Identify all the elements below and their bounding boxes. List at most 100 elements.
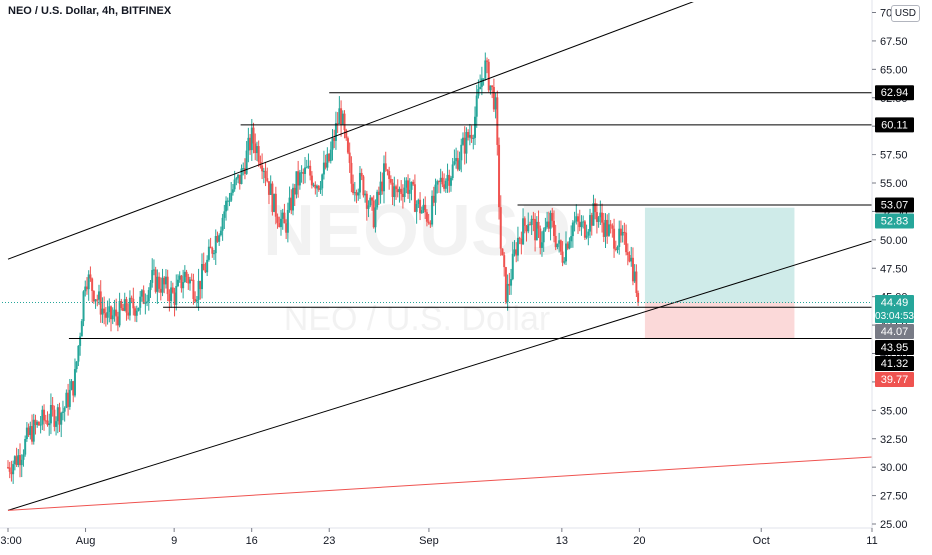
candle-body: [415, 203, 418, 212]
candle-body: [461, 137, 464, 145]
candle-body: [334, 123, 337, 141]
candle-body: [295, 171, 298, 195]
candle-body: [486, 60, 489, 62]
candle-body: [589, 215, 592, 232]
candle-body: [410, 181, 413, 190]
candle-body: [99, 291, 102, 315]
candle-body: [475, 95, 478, 117]
candle-body: [546, 221, 549, 228]
time-tick-label: 20: [633, 535, 645, 547]
candle-body: [223, 211, 226, 218]
price-label-box: [875, 117, 914, 133]
candle-body: [128, 297, 131, 316]
candle-body: [360, 172, 363, 177]
candle-body: [400, 188, 403, 194]
candle-body: [199, 280, 202, 290]
candle-body: [314, 184, 317, 189]
candle-body: [39, 424, 42, 426]
candle-body: [151, 270, 154, 283]
candle-body: [293, 187, 296, 195]
candle-body: [77, 345, 80, 362]
candle-body: [43, 409, 46, 421]
candle-body: [56, 407, 59, 422]
candle-body: [499, 207, 502, 249]
candle-body: [104, 313, 107, 318]
candle-body: [123, 299, 126, 311]
currency-button[interactable]: USD: [890, 5, 920, 22]
price-label-text: 41.32: [881, 358, 909, 370]
candle-body: [556, 243, 559, 248]
candle-body: [13, 456, 16, 465]
candle-body: [599, 212, 602, 218]
candle-body: [116, 316, 119, 326]
candle-body: [61, 411, 64, 413]
candle-body: [468, 134, 471, 138]
candle-body: [180, 275, 183, 289]
candle-body: [53, 409, 56, 427]
candle-body: [7, 467, 9, 469]
trendline-upper-channel: [7, 2, 694, 260]
candle-body: [333, 137, 336, 141]
candle-body: [580, 222, 583, 228]
candle-body: [331, 137, 334, 150]
candle-body: [202, 263, 205, 271]
candle-body: [113, 309, 116, 316]
candle-body: [37, 422, 40, 426]
candle-body: [175, 285, 178, 305]
candle-body: [566, 243, 569, 249]
candle-body: [233, 179, 236, 190]
candle-body: [398, 188, 401, 193]
candle-body: [561, 251, 564, 263]
candle-body: [542, 230, 545, 243]
candle-body: [628, 255, 631, 262]
price-tick-label: 70: [880, 8, 892, 20]
candle-body: [619, 228, 622, 236]
candle-body: [575, 216, 578, 222]
candle-body: [312, 184, 315, 186]
trendline-lower-channel: [7, 240, 872, 511]
candle-body: [391, 182, 394, 197]
candle-body: [604, 219, 607, 237]
candle-body: [474, 116, 477, 138]
candle-body: [326, 153, 329, 168]
candle-body: [595, 212, 598, 222]
candle-body: [633, 271, 636, 282]
candle-body: [91, 278, 94, 291]
candle-body: [96, 299, 99, 301]
candle-body: [319, 188, 322, 190]
candle-body: [597, 217, 600, 222]
candle-body: [118, 301, 121, 326]
candle-body: [49, 405, 52, 424]
candle-body: [46, 420, 49, 426]
candle-body: [274, 193, 277, 217]
candle-body: [559, 240, 562, 252]
candle-body: [36, 422, 39, 426]
price-tick-label: 65.00: [880, 64, 908, 76]
candle-body: [618, 228, 621, 247]
candle-body: [539, 228, 542, 248]
candle-body: [82, 291, 85, 322]
candle-body: [161, 277, 164, 293]
price-label-box: [875, 323, 914, 339]
candle-body: [592, 203, 595, 226]
candle-body: [238, 174, 241, 185]
candle-body: [455, 158, 458, 162]
candle-body: [353, 192, 356, 194]
candle-body: [451, 164, 454, 179]
candle-body: [527, 224, 530, 232]
candle-body: [549, 212, 552, 229]
candle-body: [286, 209, 289, 233]
price-tick-label: 30.00: [880, 462, 908, 474]
candle-body: [115, 309, 118, 317]
candle-body: [185, 271, 188, 277]
candle-body: [537, 221, 540, 229]
candle-body: [523, 218, 526, 226]
price-tick-label: 25.00: [880, 519, 908, 531]
candle-body: [24, 438, 27, 455]
candle-body: [34, 419, 37, 426]
candle-body: [508, 283, 511, 286]
candle-body: [374, 207, 377, 228]
candle-body: [302, 172, 305, 174]
